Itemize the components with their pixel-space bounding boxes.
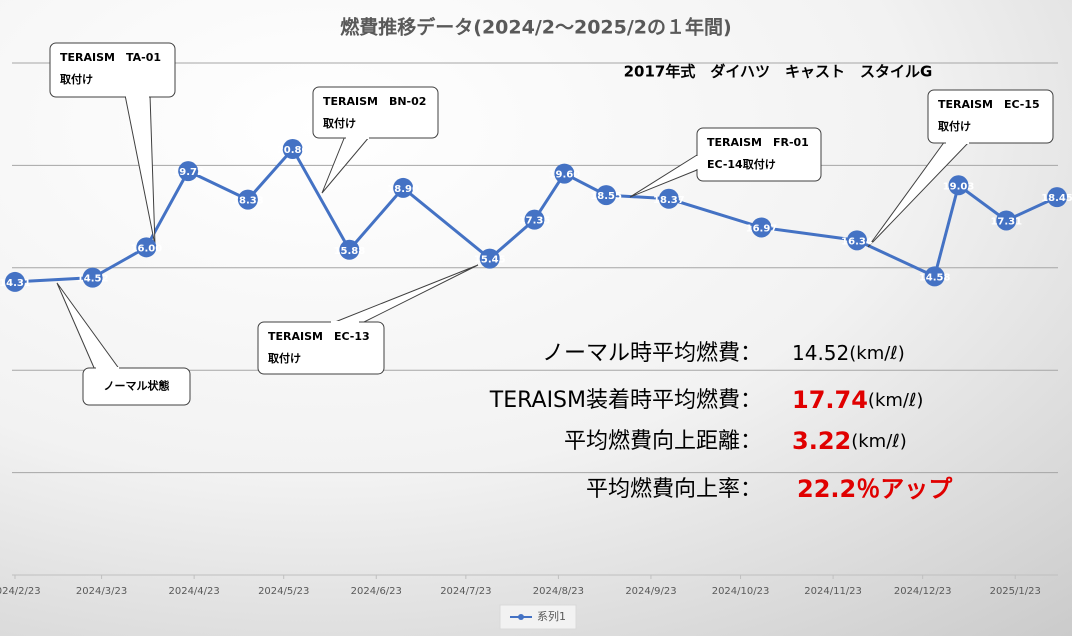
callout-text: 取付け <box>938 119 971 133</box>
callout-box <box>257 321 385 375</box>
data-label: 19.03 <box>943 181 975 192</box>
data-point <box>237 189 258 210</box>
data-label: 14.52 <box>77 274 109 285</box>
data-point <box>479 248 500 269</box>
chart-title: 燃費推移データ(2024/2～2025/2の１年間) <box>340 16 731 39</box>
callout-box <box>696 127 822 182</box>
data-label: 18.90 <box>387 184 419 195</box>
x-tick-label: 2024/8/23 <box>533 586 584 597</box>
x-tick-label: 2024/2/23 <box>0 586 41 597</box>
data-label: 17.35 <box>519 216 551 227</box>
data-point <box>4 271 25 292</box>
data-label: 18.45 <box>1041 193 1072 204</box>
callout-box <box>927 89 1054 144</box>
summary-label: ノーマル時平均燃費： <box>542 341 762 366</box>
data-label: 17.31 <box>990 216 1022 227</box>
callout-text: 取付け <box>323 116 356 130</box>
data-point <box>178 161 199 182</box>
data-label: 14.31 <box>0 278 31 289</box>
x-tick-label: 2024/10/23 <box>712 586 770 597</box>
x-tick-label: 2024/12/23 <box>894 586 952 597</box>
data-label: 16.34 <box>841 236 873 247</box>
data-point <box>948 175 969 196</box>
x-tick-label: 2024/7/23 <box>440 586 491 597</box>
data-point <box>554 163 575 184</box>
data-point <box>136 237 157 258</box>
summary-label: 平均燃費向上距離： <box>564 429 762 454</box>
callout-text: TERAISM EC-13 <box>268 330 370 343</box>
data-label: 18.33 <box>232 196 264 207</box>
data-point <box>996 210 1017 231</box>
summary-value: 17.74(km/ℓ) <box>792 386 923 414</box>
summary-unit: (km/ℓ) <box>849 343 905 364</box>
legend-marker <box>518 614 524 620</box>
summary-value: 3.22(km/ℓ) <box>792 427 907 455</box>
data-point <box>82 267 103 288</box>
callout-text: ノーマル状態 <box>104 379 170 393</box>
data-point <box>846 230 867 251</box>
x-tick-label: 2024/11/23 <box>804 586 862 597</box>
callout-text: 取付け <box>60 72 93 86</box>
x-tick-label: 2024/5/23 <box>258 586 309 597</box>
callout-box <box>82 367 191 406</box>
data-label: 16.97 <box>746 223 778 234</box>
x-tick-label: 2024/4/23 <box>168 586 219 597</box>
callout-text: TERAISM FR-01 <box>707 136 809 149</box>
summary-label: TERAISM装着時平均燃費： <box>489 388 762 413</box>
summary-value: 14.52(km/ℓ) <box>792 341 905 365</box>
data-point <box>524 209 545 230</box>
data-label: 18.37 <box>653 195 685 206</box>
callout-text: 取付け <box>268 351 301 365</box>
x-tick-label: 2024/6/23 <box>351 586 402 597</box>
summary-value: 22.2％アップ <box>797 475 953 503</box>
callout-box <box>49 42 176 98</box>
data-label: 14.58 <box>919 272 951 283</box>
summary-label: 平均燃費向上率： <box>586 477 762 502</box>
data-label: 15.45 <box>474 255 506 266</box>
summary-number: 3.22 <box>792 427 851 455</box>
summary-unit: (km/ℓ) <box>868 390 924 411</box>
data-point <box>1047 187 1068 208</box>
summary-unit: (km/ℓ) <box>851 431 907 452</box>
summary-number: 22.2％アップ <box>797 475 953 503</box>
subtitle: 2017年式 ダイハツ キャスト スタイルG <box>624 63 933 81</box>
summary-number: 17.74 <box>792 386 868 414</box>
data-point <box>751 217 772 238</box>
data-label: 16.00 <box>131 243 163 254</box>
x-tick-label: 2024/9/23 <box>625 586 676 597</box>
data-label: 18.55 <box>590 191 622 202</box>
callout-text: EC-14取付け <box>707 157 776 171</box>
data-label: 19.60 <box>549 170 581 181</box>
data-label: 20.80 <box>277 145 309 156</box>
data-label: 19.72 <box>172 167 204 178</box>
callout-text: TERAISM EC-15 <box>938 98 1040 111</box>
callout-text: TERAISM TA-01 <box>60 51 161 64</box>
summary-number: 14.52 <box>792 341 849 365</box>
data-point <box>282 139 303 160</box>
data-point <box>924 266 945 287</box>
x-tick-label: 2025/1/23 <box>990 586 1041 597</box>
data-label: 15.88 <box>334 246 366 257</box>
x-tick-label: 2024/3/23 <box>76 586 127 597</box>
data-point <box>658 188 679 209</box>
data-point <box>596 185 617 206</box>
callouts: TERAISM TA-01 取付け TERAISM BN-02 取付け TERAISM … <box>49 42 1054 406</box>
data-point <box>339 239 360 260</box>
callout-box <box>312 86 439 139</box>
legend-label: 系列1 <box>537 609 566 623</box>
callout-text: TERAISM BN-02 <box>323 95 426 108</box>
data-point <box>393 177 414 198</box>
